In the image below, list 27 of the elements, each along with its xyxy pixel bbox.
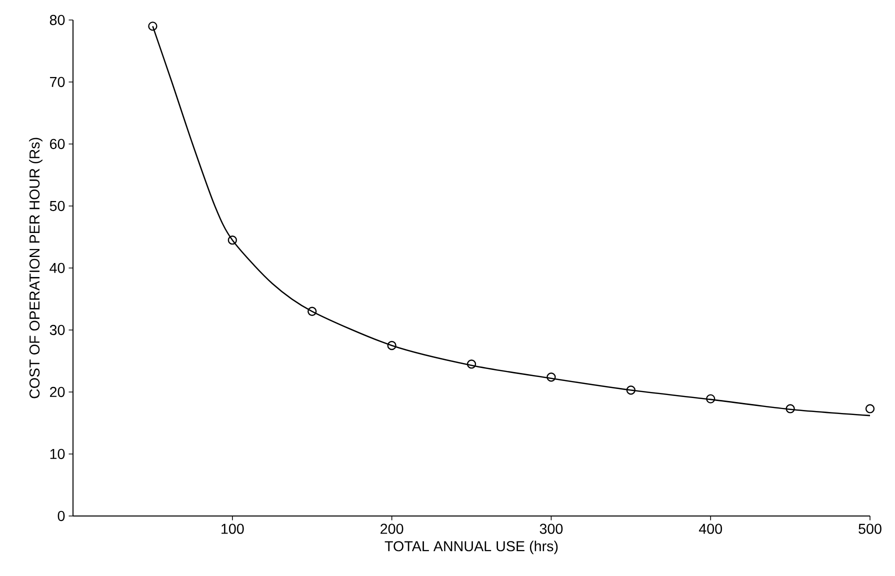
x-axis-title: TOTAL ANNUAL USE (hrs) bbox=[384, 540, 558, 554]
x-tick-label: 500 bbox=[858, 524, 882, 534]
point bbox=[308, 306, 317, 316]
x-tick-label: 200 bbox=[380, 524, 404, 534]
point bbox=[148, 22, 158, 31]
y-tick-label: 70 bbox=[50, 76, 65, 88]
y-tick-label: 60 bbox=[50, 138, 65, 150]
y-axis-title: COST OF OPERATION PER HOUR (Rs) bbox=[29, 138, 42, 398]
y-tick-label: 80 bbox=[50, 14, 65, 26]
x-tick-label: 300 bbox=[540, 524, 563, 534]
point bbox=[786, 404, 795, 414]
y-tick-label: 30 bbox=[50, 324, 65, 336]
point bbox=[228, 236, 237, 245]
line-series bbox=[152, 26, 871, 416]
point bbox=[387, 340, 396, 350]
y-tick-label: 20 bbox=[50, 386, 65, 398]
y-tick-label: 0 bbox=[58, 510, 65, 522]
point bbox=[865, 404, 875, 414]
point bbox=[626, 386, 636, 395]
y-tick-label: 10 bbox=[50, 448, 65, 460]
y-tick-label: 50 bbox=[50, 200, 65, 212]
x-tick-label: 400 bbox=[698, 524, 722, 534]
x-tick-label: 100 bbox=[222, 524, 244, 534]
point bbox=[466, 360, 476, 369]
point bbox=[546, 372, 556, 382]
y-tick-label: 40 bbox=[50, 262, 65, 274]
point bbox=[706, 394, 716, 404]
